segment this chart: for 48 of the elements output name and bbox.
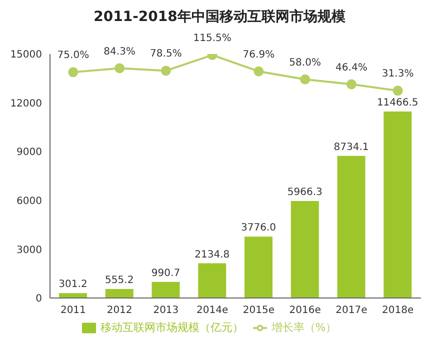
x-tick-label: 2013 — [153, 305, 179, 316]
data-label: 990.7 — [151, 268, 180, 279]
legend-label: 增长率（%） — [271, 321, 337, 334]
data-label: 555.2 — [105, 274, 134, 286]
bar — [337, 156, 366, 298]
point — [392, 86, 403, 96]
data-label: 5966.3 — [287, 186, 322, 198]
y-tick-label: 3000 — [16, 244, 42, 256]
chart-title: 2011-2018年中国移动互联网市场规模 — [92, 8, 346, 26]
bar — [290, 200, 319, 298]
point — [68, 67, 78, 78]
data-label: 301.2 — [58, 279, 88, 290]
data-label: 84.3% — [104, 46, 136, 58]
data-label: 2134.8 — [194, 249, 230, 260]
point — [300, 74, 310, 84]
bar — [384, 111, 412, 298]
point — [254, 66, 264, 76]
bar — [59, 293, 87, 298]
data-label: 58.0% — [289, 57, 321, 68]
bar — [244, 236, 272, 298]
y-tick-label: 6000 — [16, 196, 42, 207]
y-tick-label: 0 — [36, 294, 42, 305]
data-label: 31.3% — [382, 68, 414, 80]
y-tick-label: 15000 — [10, 50, 42, 61]
x-tick-label: 2011 — [60, 305, 86, 316]
data-label: 75.0% — [57, 50, 90, 62]
x-tick-label: 2014e — [196, 305, 228, 316]
point — [160, 66, 171, 76]
data-label: 8734.1 — [334, 142, 369, 153]
y-tick-label: 9000 — [16, 147, 42, 158]
x-tick-label: 2018e — [382, 305, 414, 316]
x-tick-label: 2012 — [106, 305, 132, 316]
x-tick-label: 2016e — [289, 305, 321, 316]
point — [346, 79, 356, 90]
data-label: 76.9% — [242, 49, 275, 60]
data-label: 115.5% — [193, 33, 232, 44]
data-label: 3776.0 — [241, 222, 276, 234]
bar — [152, 282, 180, 298]
data-label: 11466.5 — [376, 97, 418, 108]
x-tick-label: 2015e — [242, 305, 274, 316]
bar — [198, 263, 226, 298]
x-tick-label: 2017e — [336, 305, 368, 316]
data-label: 46.4% — [336, 62, 368, 74]
y-tick-label: 12000 — [10, 98, 42, 110]
bar — [105, 288, 134, 298]
legend-label: 移动互联网市场规模（亿元） — [100, 321, 244, 334]
data-label: 78.5% — [150, 48, 182, 60]
point — [114, 63, 125, 74]
